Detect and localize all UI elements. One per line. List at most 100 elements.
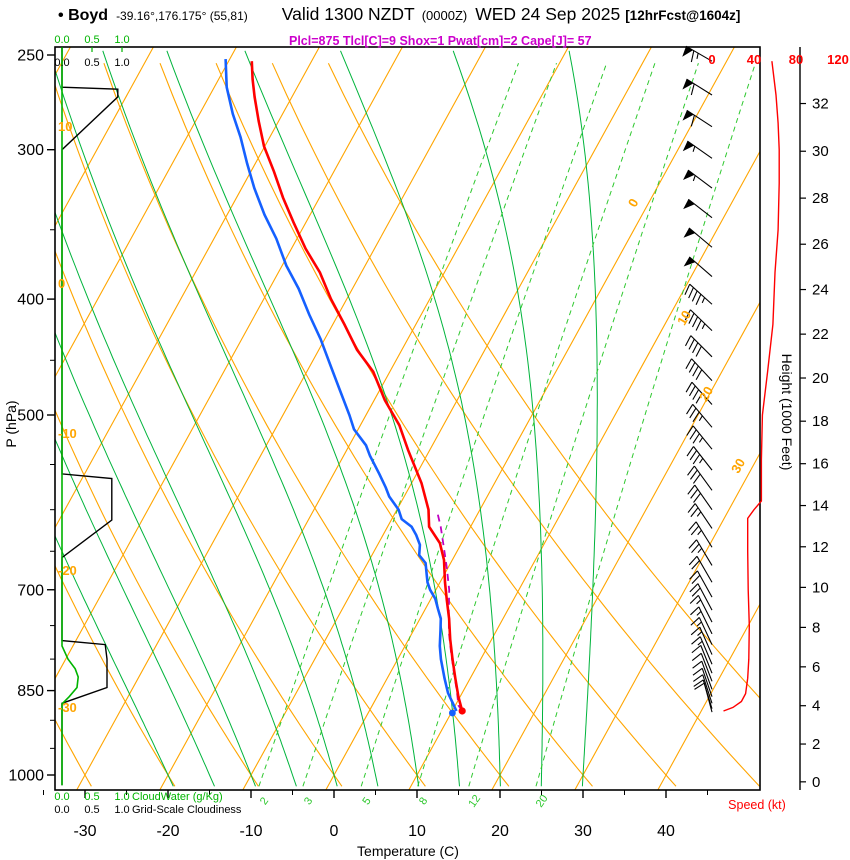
height-tick-label: 28 [812,190,829,207]
mixing-ratio-label: 8 [417,795,430,807]
wind-barb [687,465,713,491]
cloudwater-scale-label: 1.0 [114,791,129,803]
cloudiness-scale-label: 0.5 [84,57,99,69]
dry-adiabat-label: -30 [58,700,77,715]
temperature-axis-title: Temperature (C) [357,843,459,859]
barb-half [692,146,696,152]
isotherm-line [325,47,735,790]
wind-barb [682,45,713,63]
barb-full [691,560,700,570]
isotherm-label: 20 [696,384,716,404]
moist-adiabat-line [102,50,379,787]
height-tick-label: 6 [812,659,820,676]
dry-adiabat-line [55,408,259,787]
barb-full [695,393,703,404]
wind-barb [683,198,713,219]
isotherm-line [574,452,760,790]
barb-pennant [682,46,693,57]
wind-barb [685,358,713,382]
cloudiness-scale-label: 1.0 [114,57,129,69]
barb-pennant [683,256,696,267]
dry-adiabat-line [215,62,677,787]
pressure-axis: 250 300 400 500 700 850 1000 P (hPa) [3,48,55,785]
barb-staff [696,556,713,583]
barb-half [697,631,703,636]
cloud-water-profile [61,47,80,786]
cloudiness-scale-label: 0.5 [84,804,99,816]
barb-pennant [683,227,696,238]
barb-full [684,335,692,347]
pressure-tick-label: 850 [17,683,44,700]
aux-profiles [61,47,119,786]
barb-staff [688,227,713,248]
cloudiness-scale-label: 0.0 [54,804,69,816]
barb-half [696,511,702,517]
barb-full [684,309,691,321]
valid-date: WED 24 Sep 2025 [475,4,621,24]
height-tick-label: 4 [812,698,820,715]
wind-barb [685,381,713,405]
barb-staff [690,309,713,331]
wind-barb [694,682,713,713]
forecast-tag: [12hrFcst@1604z] [625,8,741,23]
height-tick-label: 30 [812,143,829,160]
barb-full [695,319,702,331]
moist-adiabat-line [244,50,460,787]
temperature-tick-label: 40 [657,823,675,840]
barb-half [697,640,703,646]
height-tick-label: 20 [812,370,829,387]
moist-adiabat-line [55,437,215,787]
dry-adiabat-label: 10 [58,119,72,134]
pressure-tick-label: 300 [17,142,44,159]
barb-full [685,381,693,393]
barb-full [691,290,698,302]
height-tick-label: 14 [812,498,829,515]
mixing-ratio-label: 20 [534,793,551,810]
barb-staff [697,595,713,623]
dry-adiabat-line [55,249,343,787]
barb-full [690,626,701,636]
barb-full [692,454,701,465]
barb-full [689,583,699,593]
wind-barb [683,227,713,248]
dry-adiabat-label: -10 [58,426,77,441]
isotherm-line [55,47,237,378]
barb-staff [700,645,713,674]
wind-barb [690,617,713,645]
barb-full [691,652,702,661]
barb-half [698,415,703,422]
barb-full [691,644,702,654]
temperature-axis: -30 -20 -10 0 10 20 30 40 Temperature (C) [43,790,708,859]
temperature-tick-label: 0 [330,823,339,840]
barb-full [690,507,699,518]
barb-pennant [683,199,695,210]
cloudwater-scale-label: 0.5 [84,791,99,803]
dewpoint-curve [224,59,458,712]
isotherm-line [55,47,320,529]
temperature-tick-label: -20 [156,823,179,840]
wind-barb [691,636,713,665]
speed-tick-label: 80 [789,52,803,67]
barb-full [688,539,697,549]
wind-barb [686,425,713,450]
moist-adiabats [55,50,598,787]
mixing-ratio-label: 3 [302,795,315,807]
height-tick-label: 24 [812,282,829,299]
barb-full [687,484,696,495]
barb-full [693,679,704,687]
moist-adiabat-line [166,50,420,787]
height-tick-label: 12 [812,539,829,556]
barb-full [687,503,696,513]
station-coords: -39.16°,176.175° (55,81) [116,9,248,23]
temperature-tick-label: -30 [73,823,96,840]
barb-half [696,621,702,627]
sounding-parameters: Plcl=875 Tlcl[C]=9 Shox=1 Pwat[cm]=2 Cap… [289,34,592,48]
wind-barb [687,484,713,511]
barb-staff [686,109,713,128]
mixing-ratio-line [417,63,656,787]
barb-full [691,543,700,554]
wind-speed-curve [723,61,780,712]
surface-dewpoint-dot [448,709,456,717]
